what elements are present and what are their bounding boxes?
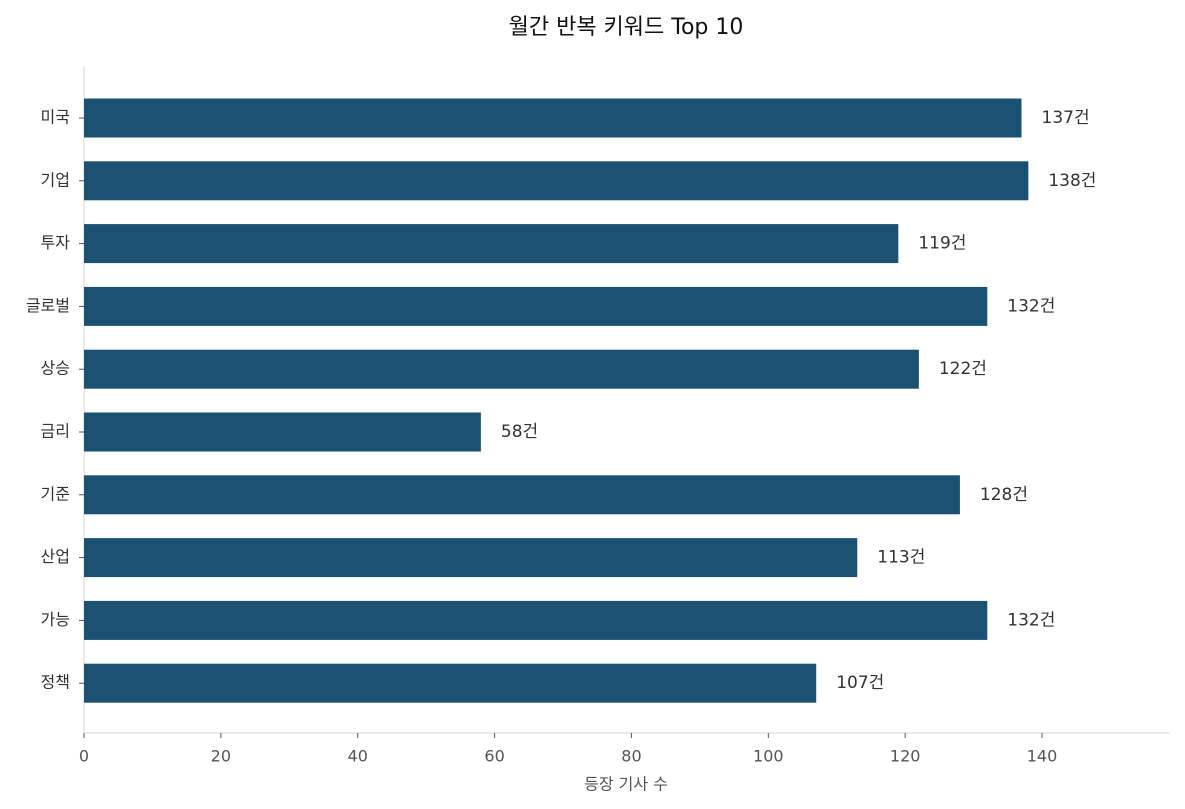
value-label: 113건	[877, 548, 925, 568]
value-label: 132건	[1007, 296, 1055, 316]
y-tick-label: 산업	[41, 547, 70, 566]
value-label: 107건	[836, 673, 884, 693]
x-axis-label: 등장 기사 수	[584, 775, 668, 794]
y-tick-label: 금리	[41, 422, 70, 441]
bar	[84, 412, 481, 452]
bar	[84, 349, 919, 389]
y-tick-label: 미국	[41, 108, 70, 127]
value-label: 132건	[1007, 610, 1055, 630]
x-tick-label: 80	[621, 747, 641, 766]
x-tick-label: 120	[890, 747, 921, 766]
y-tick-label: 정책	[41, 673, 70, 692]
bar	[84, 286, 988, 326]
x-tick-label: 20	[211, 747, 231, 766]
value-label: 58건	[501, 422, 538, 442]
x-tick-label: 40	[348, 747, 368, 766]
chart-title: 월간 반복 키워드 Top 10	[509, 15, 744, 40]
x-tick-label: 140	[1027, 747, 1058, 766]
y-tick-label: 상승	[41, 359, 70, 378]
value-label: 128건	[980, 485, 1028, 505]
y-tick-label: 글로벌	[26, 296, 70, 315]
x-tick-label: 60	[484, 747, 504, 766]
y-tick-label: 투자	[41, 233, 71, 252]
bar	[84, 98, 1022, 138]
bar	[84, 161, 1029, 201]
value-label: 137건	[1042, 108, 1090, 128]
x-tick-label: 100	[753, 747, 784, 766]
bar	[84, 475, 960, 515]
value-label: 119건	[918, 234, 966, 254]
bar	[84, 663, 817, 703]
y-tick-label: 기준	[41, 484, 70, 503]
bar	[84, 538, 858, 578]
y-tick-label: 가능	[41, 610, 70, 629]
bar	[84, 224, 899, 264]
y-tick-label: 기업	[41, 170, 70, 189]
value-label: 138건	[1048, 171, 1096, 191]
bar	[84, 600, 988, 640]
value-label: 122건	[939, 359, 987, 379]
x-tick-label: 0	[79, 747, 89, 766]
